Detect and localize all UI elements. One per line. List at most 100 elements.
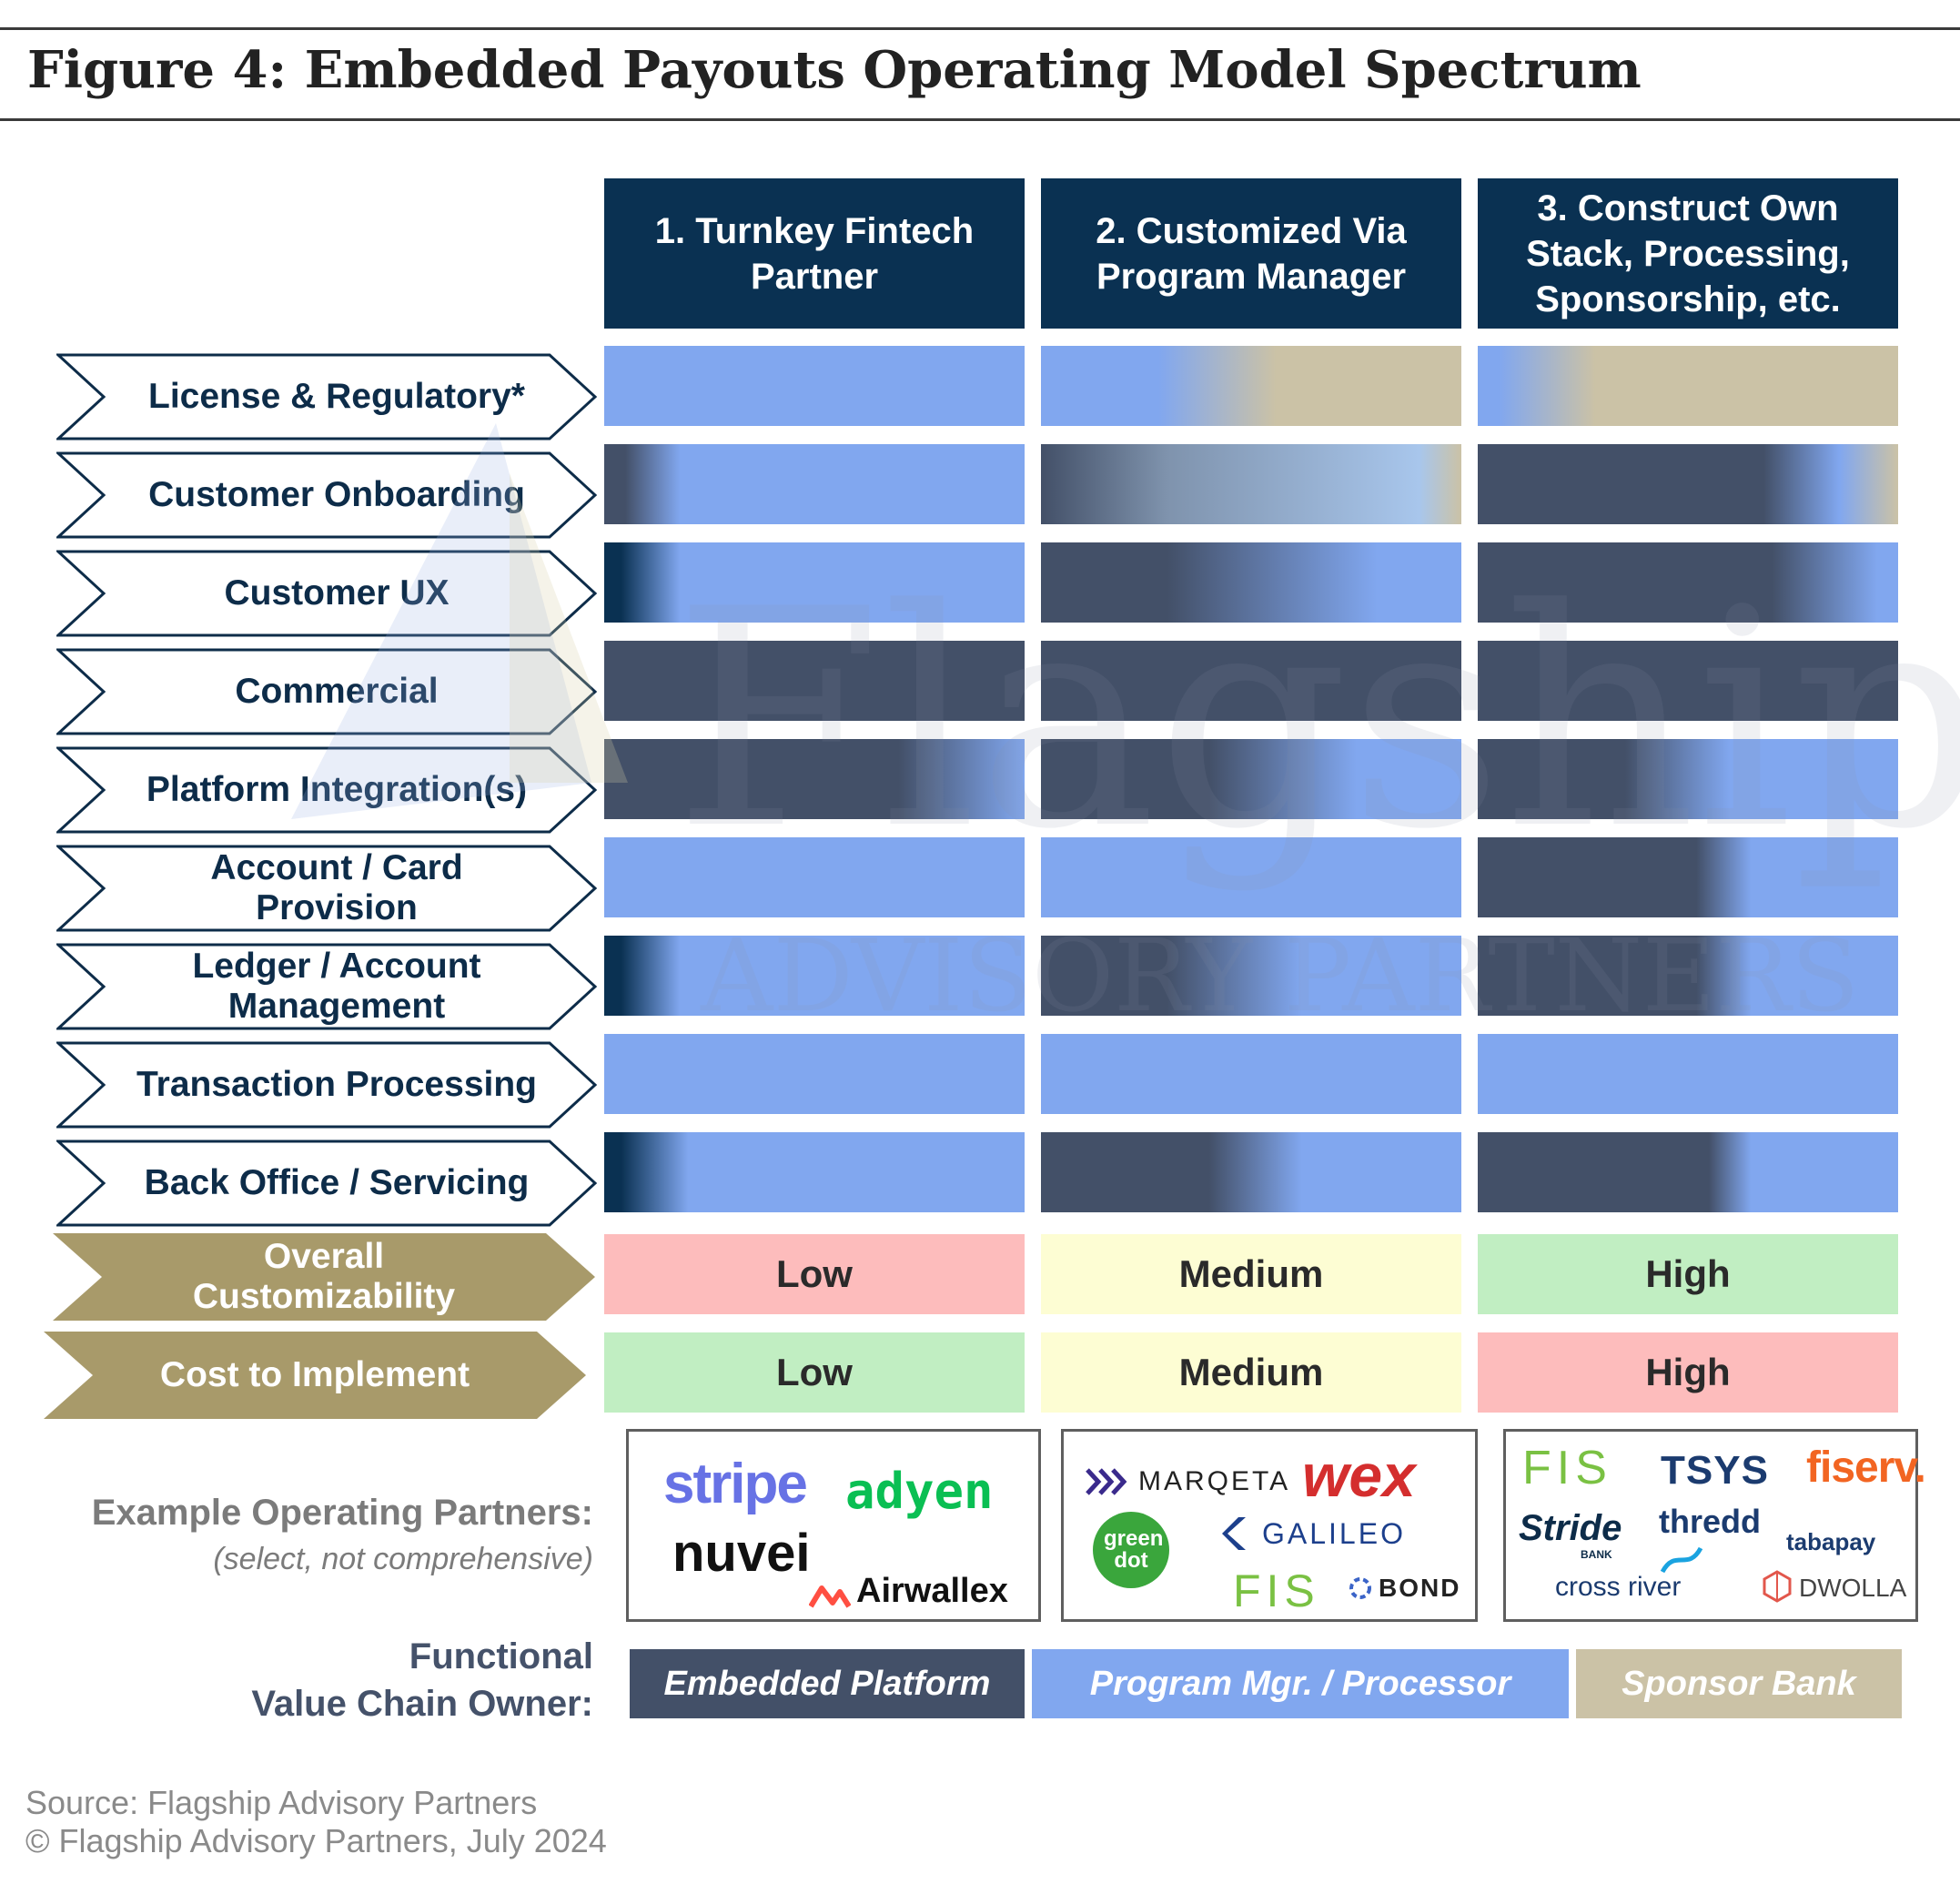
adyen-logo: adyen	[845, 1463, 994, 1520]
dwolla-logo: DWOLLA	[1799, 1574, 1907, 1602]
partners-box-turnkey: stripe adyen nuvei Airwallex	[626, 1429, 1041, 1622]
title-underline	[0, 118, 1960, 121]
row-label-text: Commercial	[235, 672, 439, 711]
wex-logo: wex	[1302, 1442, 1416, 1509]
example-partners-note: (select, not comprehensive)	[213, 1542, 593, 1576]
cell-ledger-own-stack	[1478, 936, 1898, 1016]
cell-customer-ux-turnkey	[604, 542, 1025, 623]
row-label-back-office: Back Office / Servicing	[56, 1140, 599, 1227]
chevron-shape	[56, 550, 598, 637]
chevron-shape	[56, 943, 598, 1030]
chevron-shape	[56, 648, 598, 735]
tabapay-logo: tabapay	[1786, 1528, 1876, 1555]
airwallex-icon	[808, 1583, 852, 1608]
cost-to-implement-label: Cost to Implement	[44, 1332, 586, 1419]
row-label-onboarding: Customer Onboarding	[56, 451, 599, 539]
chevron-shape	[56, 1041, 598, 1129]
row-label-account-card: Account / Card Provision	[56, 845, 599, 932]
overall-customizability-text: Overall Customizability	[192, 1237, 456, 1316]
overall-customizability-label: Overall Customizability	[53, 1233, 595, 1321]
cell-platform-integrations-turnkey	[604, 739, 1025, 819]
cell-ledger-turnkey	[604, 936, 1025, 1016]
overall-customizability-low: Low	[604, 1234, 1025, 1314]
column-header-own-stack: 3. Construct Own Stack, Processing, Spon…	[1478, 178, 1898, 329]
stride-logo: Stride	[1519, 1508, 1622, 1548]
stripe-logo: stripe	[663, 1453, 808, 1515]
cell-account-card-turnkey	[604, 837, 1025, 917]
cost-to-implement-low: Low	[604, 1332, 1025, 1413]
cost-to-implement-medium: Medium	[1041, 1332, 1461, 1413]
gold-chevron-shape	[53, 1233, 595, 1321]
marqeta-icon	[1086, 1468, 1131, 1495]
marqeta-logo: MARQETA	[1138, 1466, 1291, 1496]
row-label-text: Customer UX	[224, 573, 450, 613]
cost-to-implement-text: Cost to Implement	[159, 1355, 470, 1394]
cell-customer-ux-program-manager	[1041, 542, 1461, 623]
cell-license-program-manager	[1041, 346, 1461, 426]
bond-icon	[1348, 1575, 1373, 1601]
cell-license-own-stack	[1478, 346, 1898, 426]
cross-river-logo: cross river	[1555, 1572, 1682, 1602]
row-label-text: Platform Integration(s)	[146, 770, 528, 809]
row-label-text: Account / Card Provision	[210, 848, 463, 927]
copyright-note: © Flagship Advisory Partners, July 2024	[25, 1822, 607, 1859]
bond-logo: BOND	[1379, 1574, 1461, 1602]
cross-river-icon	[1659, 1545, 1704, 1575]
cell-commercial-program-manager	[1041, 641, 1461, 721]
partners-box-own-stack: FIS TSYS fiserv. Stride BANK thredd taba…	[1503, 1429, 1926, 1622]
cell-onboarding-turnkey	[604, 444, 1025, 524]
column-header-turnkey: 1. Turnkey Fintech Partner	[604, 178, 1025, 329]
airwallex-logo: Airwallex	[856, 1572, 1008, 1610]
cell-platform-integrations-program-manager	[1041, 739, 1461, 819]
source-note: Source: Flagship Advisory Partners	[25, 1784, 538, 1821]
cell-commercial-own-stack	[1478, 641, 1898, 721]
row-label-customer-ux: Customer UX	[56, 550, 599, 637]
cell-commercial-turnkey	[604, 641, 1025, 721]
cell-back-office-turnkey	[604, 1132, 1025, 1212]
row-label-text: License & Regulatory*	[148, 377, 525, 416]
row-label-commercial: Commercial	[56, 648, 599, 735]
cell-customer-ux-own-stack	[1478, 542, 1898, 623]
column-header-program-manager: 2. Customized Via Program Manager	[1041, 178, 1461, 329]
legend-program-manager: Program Mgr. / Processor	[1032, 1649, 1569, 1718]
fis-logo: FIS	[1522, 1442, 1612, 1494]
chevron-shape	[56, 1140, 598, 1227]
galileo-logo: GALILEO	[1262, 1517, 1406, 1550]
cell-onboarding-program-manager	[1041, 444, 1461, 524]
row-label-text: Back Office / Servicing	[144, 1163, 530, 1202]
figure-title: Figure 4: Embedded Payouts Operating Mod…	[27, 40, 1642, 100]
dwolla-icon	[1761, 1570, 1793, 1603]
cell-ledger-program-manager	[1041, 936, 1461, 1016]
cell-account-card-own-stack	[1478, 837, 1898, 917]
green-dot-logo: green dot	[1093, 1512, 1169, 1588]
value-chain-label: Functional Value Chain Owner:	[251, 1636, 593, 1724]
cell-onboarding-own-stack	[1478, 444, 1898, 524]
overall-customizability-medium: Medium	[1041, 1234, 1461, 1314]
chevron-shape	[56, 746, 598, 834]
tsys-logo: TSYS	[1661, 1448, 1769, 1493]
example-partners-label: Example Operating Partners:	[91, 1493, 593, 1533]
overall-customizability-high: High	[1478, 1234, 1898, 1314]
row-label-license: License & Regulatory*	[56, 353, 599, 441]
cell-transaction-processing-own-stack	[1478, 1034, 1898, 1114]
legend-sponsor-bank: Sponsor Bank	[1576, 1649, 1902, 1718]
thredd-logo: thredd	[1659, 1503, 1761, 1540]
cost-to-implement-high: High	[1478, 1332, 1898, 1413]
row-label-platform-integrations: Platform Integration(s)	[56, 746, 599, 834]
cell-account-card-program-manager	[1041, 837, 1461, 917]
cell-transaction-processing-program-manager	[1041, 1034, 1461, 1114]
chevron-shape	[56, 353, 598, 441]
legend-embedded-platform: Embedded Platform	[630, 1649, 1025, 1718]
chevron-shape	[56, 451, 598, 539]
row-label-text: Transaction Processing	[136, 1065, 537, 1104]
cell-back-office-program-manager	[1041, 1132, 1461, 1212]
top-rule	[0, 27, 1960, 30]
stride-bank-logo-text: BANK	[1581, 1548, 1612, 1561]
fiserv-logo: fiserv.	[1806, 1443, 1926, 1492]
gold-chevron-shape	[44, 1332, 586, 1419]
row-label-transaction-processing: Transaction Processing	[56, 1041, 599, 1129]
cell-license-turnkey	[604, 346, 1025, 426]
fis-logo-pm: FIS	[1233, 1565, 1320, 1616]
nuvei-logo: nuvei	[672, 1524, 811, 1583]
galileo-icon	[1218, 1514, 1255, 1554]
